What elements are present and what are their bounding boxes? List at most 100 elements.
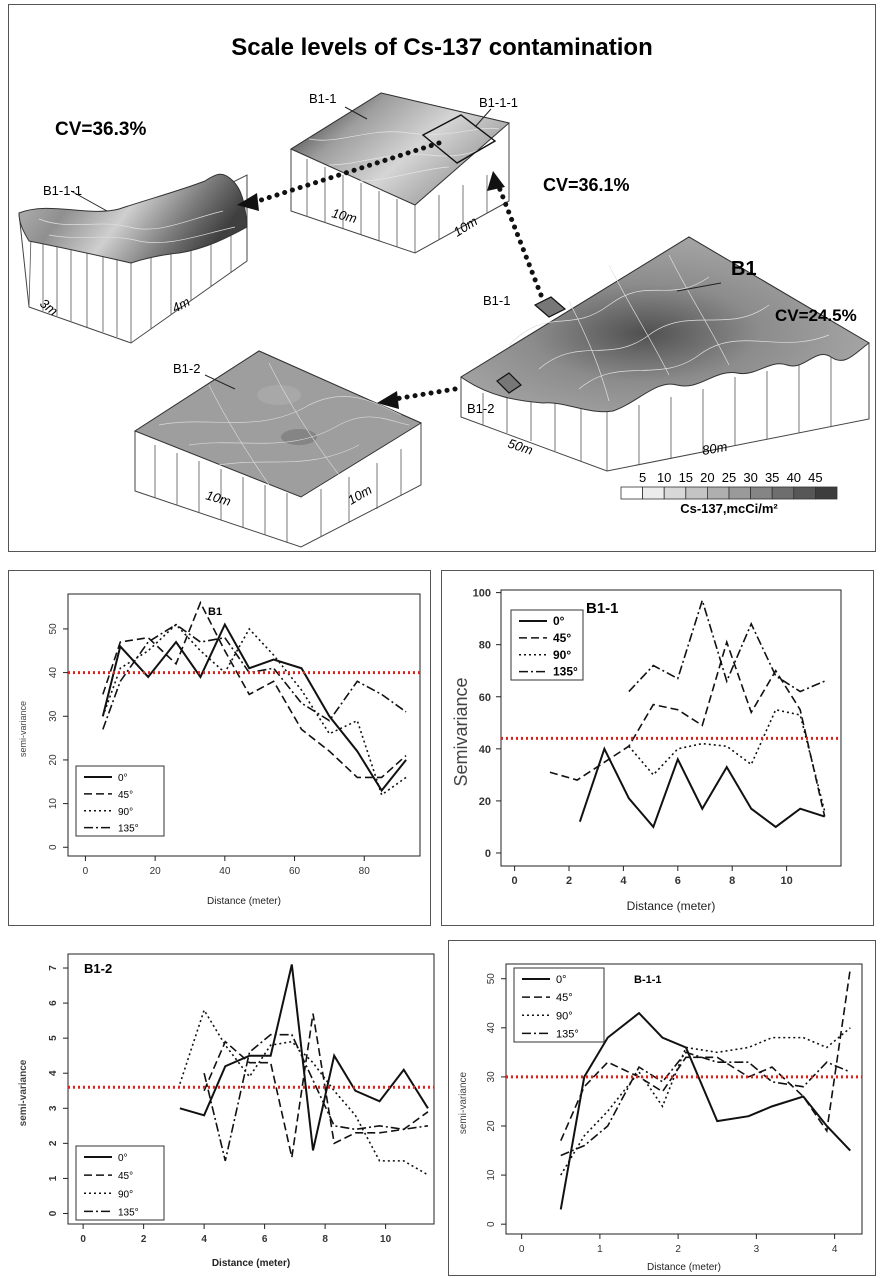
- x-tick-label: 0: [83, 866, 89, 877]
- plot-area: [505, 963, 863, 1235]
- y-tick-label: 6: [48, 1000, 59, 1006]
- series-line-45deg: [549, 639, 826, 817]
- x-tick-label: 1: [597, 1244, 603, 1255]
- y-tick-label: 0: [48, 844, 59, 850]
- b1-1-surface: B1-1 B1-1-1 10m 10m: [289, 91, 518, 254]
- legend-label: 135°: [556, 1028, 579, 1040]
- x-tick-label: 20: [150, 866, 162, 877]
- x-tick-label: 10: [380, 1234, 392, 1245]
- b1-2-surface: B1-2 10m 10m: [133, 350, 423, 548]
- cv-b1: CV=24.5%: [775, 306, 857, 325]
- legend-label: 90°: [118, 1189, 133, 1200]
- x-tick-label: 40: [219, 866, 231, 877]
- series-line-45deg: [102, 600, 407, 779]
- y-tick-label: 20: [479, 796, 491, 808]
- figure-title: Scale levels of Cs-137 contamination: [231, 34, 653, 61]
- x-tick-label: 8: [322, 1234, 328, 1245]
- legend-label: 90°: [553, 648, 571, 662]
- x-tick-label: 0: [80, 1234, 86, 1245]
- colorbar-label: Cs-137,mcCi/m²: [680, 501, 778, 516]
- x-tick-label: 8: [729, 875, 735, 887]
- colorbar-tick-label: 35: [765, 470, 779, 485]
- x-tick-label: 2: [566, 875, 572, 887]
- legend-label: 135°: [553, 665, 578, 679]
- x-tick-label: 6: [262, 1234, 268, 1245]
- series-line-135deg: [203, 1033, 429, 1162]
- colorbar: 5 10 15 20 25 30 35 40 45 Cs-137,mcCi/m²: [620, 470, 838, 516]
- legend-label: 45°: [118, 1171, 133, 1182]
- x-tick-label: 60: [289, 866, 301, 877]
- x-axis-label: Distance (meter): [207, 896, 281, 907]
- y-tick-label: 2: [48, 1140, 59, 1146]
- colorbar-tick-label: 40: [787, 470, 801, 485]
- b1-dim-a: 50m: [506, 436, 535, 458]
- cv-b1-1: CV=36.1%: [543, 175, 630, 195]
- colorbar-cell: [815, 486, 838, 500]
- b1-dim-b: 80m: [701, 439, 729, 458]
- y-tick-label: 50: [48, 623, 59, 635]
- colorbar-cell: [728, 486, 752, 500]
- series-line-90deg: [628, 708, 826, 812]
- legend-box: [513, 967, 605, 1043]
- y-tick-label: 60: [479, 692, 491, 704]
- plot-area: [67, 593, 421, 857]
- legend-label: 135°: [118, 824, 139, 835]
- series-line-0deg: [179, 964, 429, 1151]
- variogram-b1-2: 0 2 4 6 8 10 0 1 2 3 4 5 6 7 B1-2 Distance (meter) semi-…: [18, 953, 435, 1269]
- plot-area: [500, 589, 842, 867]
- y-tick-label: 10: [48, 798, 59, 810]
- plot-area: [67, 953, 435, 1225]
- b1-1-1-surface: B1-1-1 3m 4m: [18, 173, 248, 344]
- plot-title: B1: [208, 606, 222, 618]
- legend-label: 135°: [118, 1207, 139, 1218]
- legend-label: 0°: [553, 614, 565, 628]
- y-tick-label: 0: [485, 848, 491, 860]
- series-line-45deg: [560, 968, 852, 1142]
- x-tick-label: 80: [359, 866, 371, 877]
- colorbar-tick-label: 15: [679, 470, 693, 485]
- y-tick-label: 5: [48, 1035, 59, 1041]
- colorbar-cell: [642, 486, 665, 500]
- colorbar-tick-label: 5: [639, 470, 646, 485]
- series-line-135deg: [560, 1051, 851, 1157]
- scale-levels-panel: Scale levels of Cs-137 contamination B1-…: [8, 4, 876, 552]
- b1-inset-b1-1-label: B1-1: [483, 293, 510, 308]
- y-tick-label: 3: [48, 1105, 59, 1111]
- y-tick-label: 20: [48, 754, 59, 766]
- y-tick-label: 4: [48, 1070, 59, 1076]
- x-tick-label: 2: [675, 1244, 681, 1255]
- colorbar-tick-label: 10: [657, 470, 671, 485]
- y-tick-label: 0: [486, 1221, 497, 1227]
- y-tick-label: 80: [479, 640, 491, 652]
- x-tick-label: 4: [620, 875, 627, 887]
- colorbar-cell: [771, 486, 795, 500]
- y-tick-label: 30: [486, 1071, 497, 1083]
- colorbar-tick-label: 25: [722, 470, 736, 485]
- y-axis-label: semi-variance: [18, 701, 28, 757]
- colorbar-tick-label: 45: [808, 470, 822, 485]
- x-axis-label: Distance (meter): [627, 899, 716, 913]
- x-axis-label: Distance (meter): [647, 1262, 721, 1273]
- b1-2-surface-label: B1-2: [173, 361, 200, 376]
- legend-label: 45°: [118, 790, 133, 801]
- y-tick-label: 10: [486, 1169, 497, 1181]
- x-tick-label: 0: [519, 1244, 525, 1255]
- panel-frame: [8, 570, 431, 926]
- x-tick-label: 4: [832, 1244, 838, 1255]
- plot-title: B-1-1: [634, 974, 662, 986]
- series-line-45deg: [203, 1013, 429, 1158]
- plot-title: B1-1: [586, 600, 619, 617]
- scale-levels-illustration: Scale levels of Cs-137 contamination B1-…: [18, 34, 870, 548]
- legend-label: 0°: [556, 974, 567, 986]
- x-tick-label: 10: [780, 875, 792, 887]
- legend-label: 90°: [118, 807, 133, 818]
- colorbar-cell: [793, 486, 816, 500]
- legend-label: 0°: [118, 1153, 128, 1164]
- colorbar-cell: [707, 486, 730, 500]
- b1-surface-label: B1: [731, 258, 757, 280]
- legend-label: 45°: [553, 631, 571, 645]
- x-axis-label: Distance (meter): [212, 1258, 290, 1269]
- y-tick-label: 40: [48, 667, 59, 679]
- colorbar-tick-label: 20: [700, 470, 714, 485]
- x-tick-label: 3: [754, 1244, 760, 1255]
